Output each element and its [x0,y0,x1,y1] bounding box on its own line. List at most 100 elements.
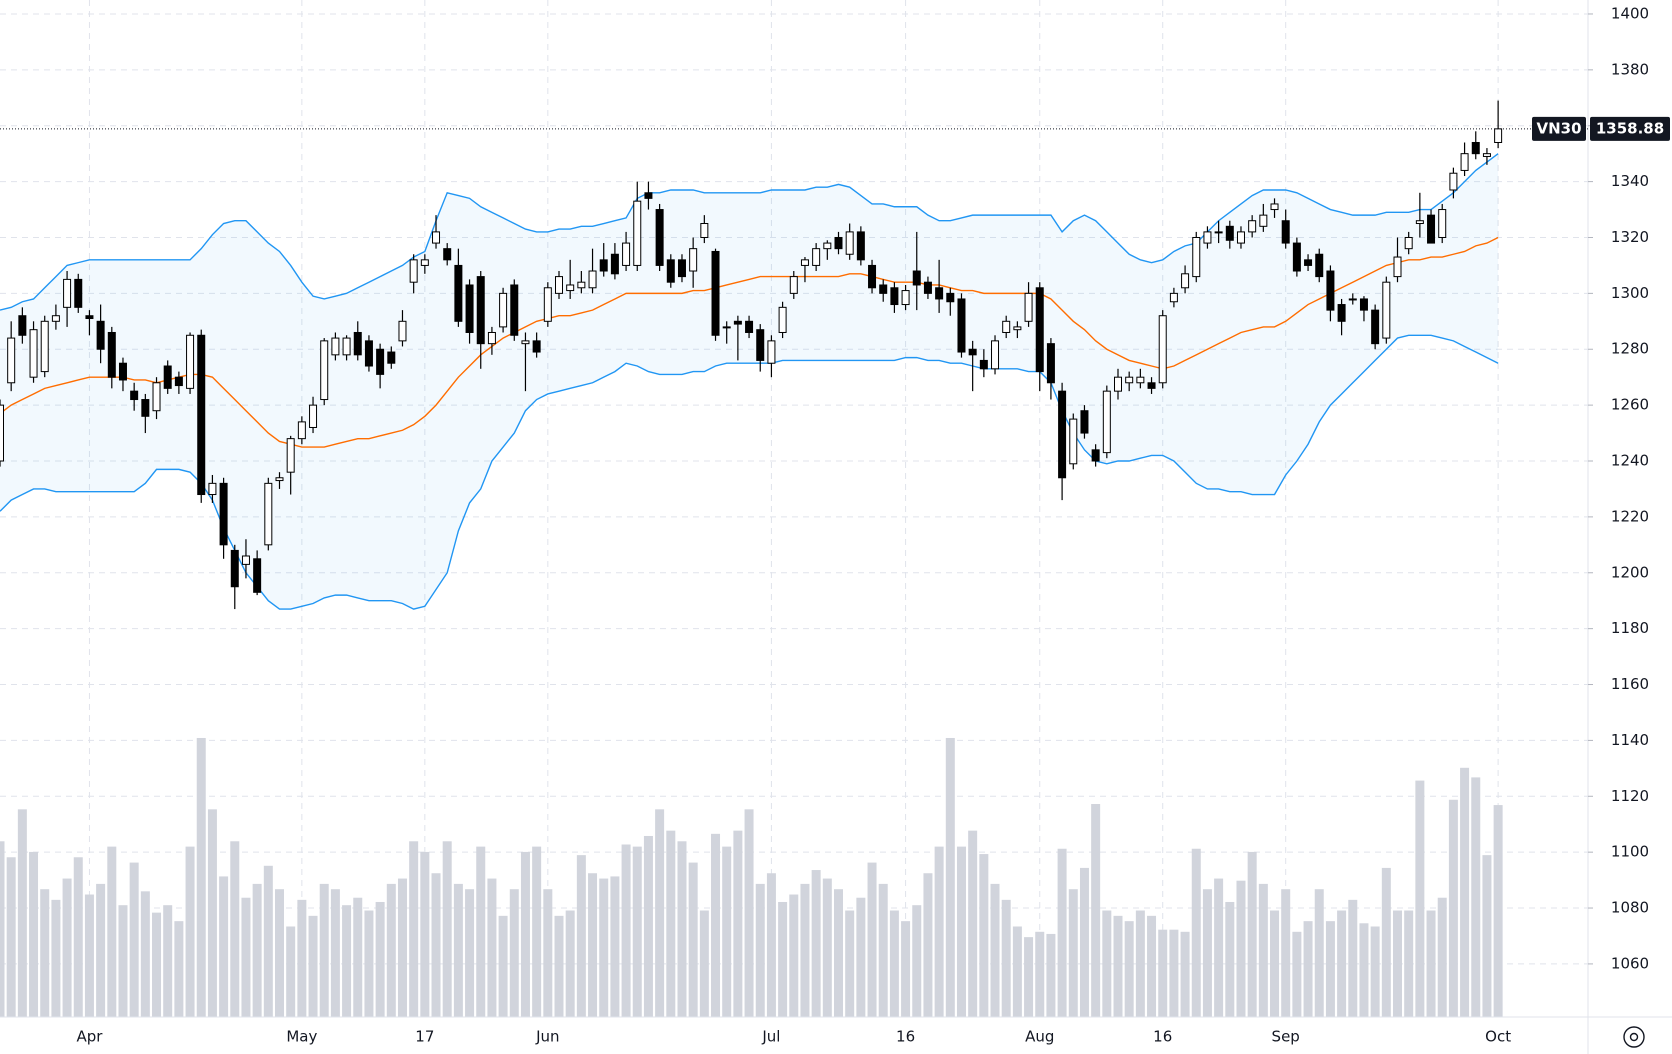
candle-body [152,382,161,412]
volume-bar [375,901,385,1017]
candle-body [74,278,83,308]
candles [0,100,1503,610]
volume-bar [1381,867,1391,1017]
candle-body [1158,315,1167,384]
volume-bar [722,846,732,1017]
candle-body [1281,220,1290,244]
volume-bar [811,870,821,1017]
volume-bar [889,910,899,1017]
candle-body [487,331,496,345]
volume-bar [140,891,150,1017]
volume-bar [1370,926,1380,1017]
candle-body [834,236,843,250]
settings-icon[interactable] [1623,1026,1645,1048]
volume-bar [979,854,989,1017]
candle-body [96,320,105,350]
volume-bar [342,905,352,1017]
candle-body [1214,231,1223,234]
candle-body [219,482,228,546]
candle-body [979,359,988,370]
volume-bar [1191,848,1201,1017]
x-tick-label: Apr [76,1028,103,1046]
settings-button[interactable] [1623,1026,1645,1048]
candle-body [420,259,429,266]
volume-bar [867,862,877,1017]
candle-body [901,290,910,306]
volume-bar [1001,899,1011,1017]
volume-bar [711,833,721,1017]
settings-icon-core[interactable] [1629,1032,1639,1042]
candle-body [1427,214,1436,244]
volume-bar [901,921,911,1017]
candle-body [800,259,809,266]
volume-bar [912,905,922,1017]
y-tick-label: 1400 [1611,4,1649,22]
candle-body [1304,259,1313,266]
candle-body [633,200,642,266]
volume-bar [297,899,307,1017]
candle-body [230,549,239,588]
candle-body [443,248,452,261]
candle-body [532,340,541,353]
candle-body [186,334,195,389]
candle-body [543,287,552,322]
candle-body [1013,326,1022,331]
candle-body [610,253,619,275]
volume-bar [610,876,620,1017]
volume-bar [174,921,184,1017]
candle-body [208,482,217,496]
candle-body [845,231,854,255]
x-tick-label: 17 [415,1028,434,1046]
volume-bar [196,737,206,1017]
volume-bar [699,910,709,1017]
volume-bar [1236,880,1246,1017]
candle-body [0,404,4,462]
volume-bar [1437,897,1447,1017]
volume-bar [778,901,788,1017]
candle-body [387,351,396,364]
candle-body [364,340,373,367]
volume-bar [643,835,653,1017]
volume-bar [599,878,609,1017]
volume-bar [1314,889,1324,1017]
x-tick-label: Aug [1025,1028,1054,1046]
volume-bar [1482,855,1492,1017]
y-tick-label: 1160 [1611,675,1649,693]
volume-bar [118,905,128,1017]
candle-body [767,340,776,364]
volume-bar [73,857,83,1017]
candle-body [1292,242,1301,272]
volume-bar [476,846,486,1017]
volume-bar [945,737,955,1017]
volume-bar [62,878,72,1017]
volume-bar [275,889,284,1017]
volume-bar [800,883,810,1017]
volume-bar [286,926,296,1017]
candle-body [599,259,608,272]
x-tick-label: Sep [1272,1028,1300,1046]
y-tick-label: 1140 [1611,731,1649,749]
volume-bar [397,878,407,1017]
candle-body [957,298,966,353]
candle-body [700,223,709,238]
candle-body [1114,376,1122,392]
volume-bar [129,862,139,1017]
y-tick-label: 1260 [1611,396,1649,414]
candle-body [29,329,38,378]
volume-bar [163,905,173,1017]
candle-body [622,242,631,266]
candle-body [18,315,27,336]
candle-body [7,337,16,384]
candle-body [1102,390,1111,454]
volume-bar [1292,931,1302,1017]
volume-bar [152,912,162,1017]
volume-bar [330,889,340,1017]
volume-bar [1135,910,1145,1017]
candle-body [521,340,530,345]
candle-body [1181,273,1190,289]
candle-body [946,292,955,303]
volume-bar [1359,923,1369,1017]
volume-bar [1393,910,1402,1017]
volume-bar [431,873,441,1017]
volume-bar [17,809,27,1017]
